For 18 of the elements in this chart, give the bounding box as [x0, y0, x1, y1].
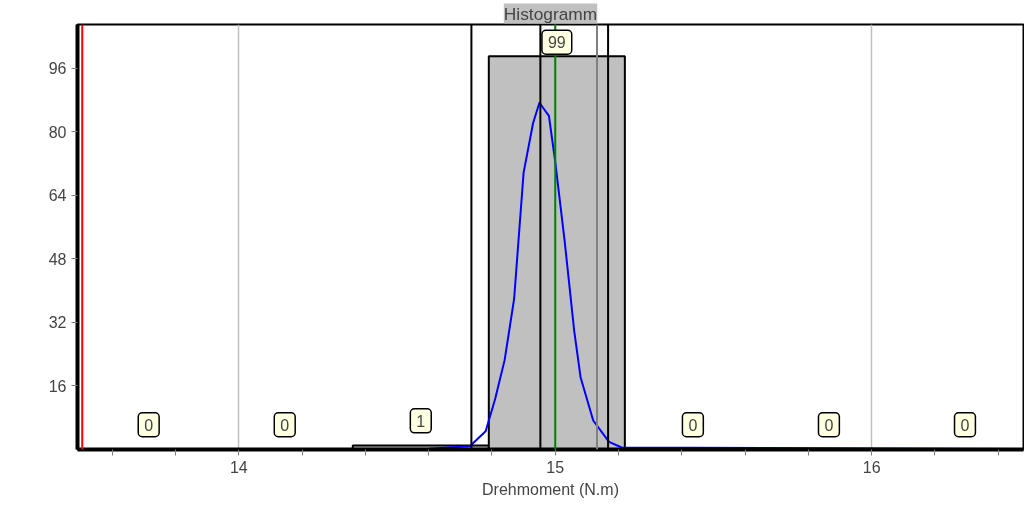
y-tick-label: 16	[48, 377, 67, 395]
chart-title: Histogramm	[503, 3, 598, 24]
x-axis-title: Drehmoment (N.m)	[482, 480, 619, 498]
x-tick-label: 14	[229, 458, 248, 476]
y-tick-label: 64	[48, 187, 67, 205]
data-label: 0	[688, 416, 698, 434]
data-label: 0	[960, 416, 970, 434]
data-label: 99	[547, 34, 566, 52]
data-label: 0	[824, 416, 834, 434]
y-tick-label: 96	[48, 60, 67, 78]
y-tick-label: 48	[48, 250, 67, 268]
y-tick-label: 80	[48, 123, 67, 141]
data-label: 0	[144, 416, 154, 434]
x-tick-label: 16	[862, 458, 881, 476]
x-tick-label: 15	[546, 458, 565, 476]
y-tick-label: 32	[48, 314, 67, 332]
data-label: 1	[416, 412, 426, 430]
data-label: 0	[280, 416, 290, 434]
